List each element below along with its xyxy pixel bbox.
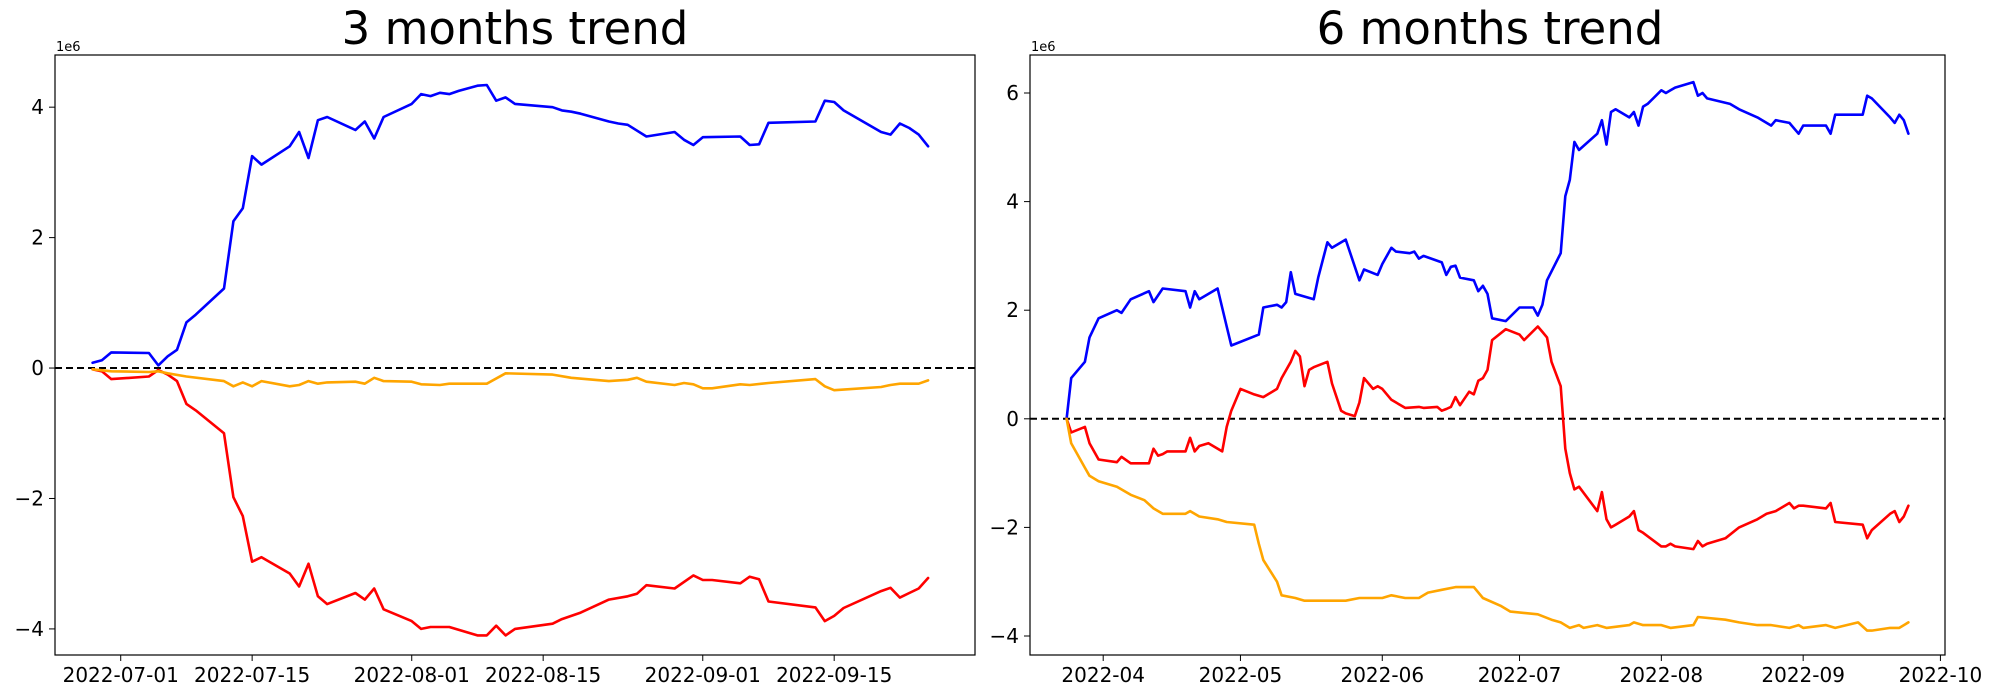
y-tick-label: 6 bbox=[1006, 81, 1019, 105]
x-tick-label: 2022-05 bbox=[1199, 663, 1283, 687]
y-tick-label: 2 bbox=[1006, 298, 1019, 322]
x-tick-label: 2022-04 bbox=[1061, 663, 1145, 687]
x-tick-label: 2022-09 bbox=[1761, 663, 1845, 687]
y-tick-label: 4 bbox=[31, 95, 44, 119]
chart-title: 6 months trend bbox=[1317, 2, 1664, 55]
chart-3-months-trend: 3 months trend 1e6 2022-07-01 2022-07-15 2… bbox=[15, 2, 976, 687]
orange-series-line bbox=[91, 368, 930, 392]
x-tick-label: 2022-08-15 bbox=[485, 663, 601, 687]
blue-series-line bbox=[91, 83, 930, 367]
orange-series-line bbox=[1065, 417, 1910, 632]
chart-title: 3 months trend bbox=[342, 2, 689, 55]
y-tick-label: 0 bbox=[31, 356, 44, 380]
x-tick-label: 2022-07-15 bbox=[194, 663, 310, 687]
y-tick-label: −4 bbox=[990, 624, 1019, 648]
y-tick-label: 4 bbox=[1006, 190, 1019, 214]
y-offset-label: 1e6 bbox=[56, 40, 81, 55]
x-tick-label: 2022-07-01 bbox=[63, 663, 179, 687]
chart-6-months-trend: 6 months trend 1e6 2022-04 2022-05 2022-06… bbox=[990, 2, 1983, 687]
y-tick-label: 0 bbox=[1006, 407, 1019, 431]
x-tick-label: 2022-06 bbox=[1340, 663, 1424, 687]
x-tick-label: 2022-07 bbox=[1478, 663, 1562, 687]
plot-frame bbox=[1029, 54, 1946, 656]
x-tick-label: 2022-08 bbox=[1620, 663, 1704, 687]
x-tick-label: 2022-09-01 bbox=[645, 663, 761, 687]
blue-series-line bbox=[1065, 80, 1910, 421]
y-tick-label: −2 bbox=[990, 515, 1019, 539]
x-tick-label: 2022-10 bbox=[1899, 663, 1983, 687]
y-tick-label: 2 bbox=[31, 226, 44, 250]
red-series-line bbox=[91, 368, 930, 637]
x-tick-label: 2022-09-15 bbox=[776, 663, 892, 687]
x-tick-label: 2022-08-01 bbox=[354, 663, 470, 687]
y-tick-label: −2 bbox=[15, 486, 44, 510]
y-tick-label: −4 bbox=[15, 617, 44, 641]
plot-frame bbox=[54, 54, 976, 656]
red-series-line bbox=[1065, 325, 1910, 551]
y-offset-label: 1e6 bbox=[1031, 40, 1056, 55]
